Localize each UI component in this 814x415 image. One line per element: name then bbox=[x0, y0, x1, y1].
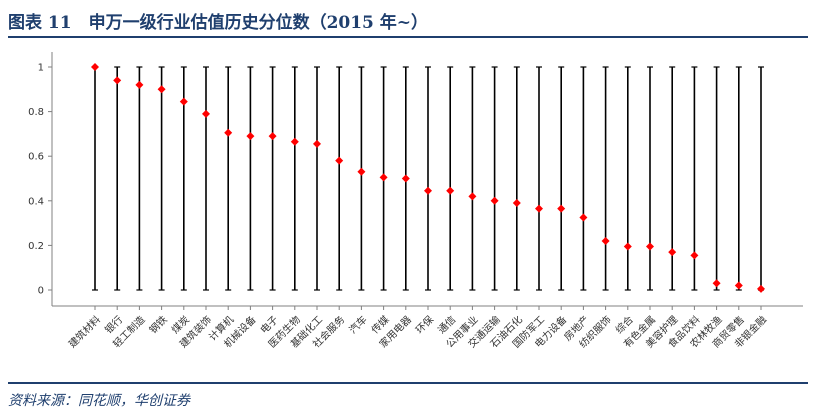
y-tick-label: 0.2 bbox=[28, 241, 44, 252]
data-marker bbox=[579, 213, 588, 222]
category-label: 钢铁 bbox=[146, 313, 169, 336]
data-marker bbox=[135, 80, 144, 89]
data-marker bbox=[446, 186, 455, 195]
y-tick-label: 0.4 bbox=[28, 196, 44, 207]
data-marker bbox=[202, 109, 210, 118]
data-marker bbox=[757, 284, 765, 293]
footer-divider bbox=[8, 382, 808, 384]
data-marker bbox=[91, 63, 99, 71]
data-marker bbox=[379, 173, 388, 182]
data-marker bbox=[157, 85, 166, 94]
data-marker bbox=[290, 137, 299, 146]
data-marker bbox=[424, 186, 432, 195]
y-tick-label: 0 bbox=[38, 286, 44, 297]
data-marker bbox=[712, 279, 721, 288]
figure-header: 图表 11 申万一级行业估值历史分位数（2015 年~） bbox=[8, 4, 808, 36]
y-tick-label: 0.6 bbox=[28, 152, 44, 163]
data-marker bbox=[490, 196, 499, 205]
data-marker bbox=[734, 281, 743, 290]
category-labels: 建筑材料 银行轻工制造 钢铁 煤炭建筑装饰计算机机械设备 电子医药生物基础化工社会服务汽… bbox=[66, 313, 769, 350]
data-marker bbox=[401, 174, 410, 183]
category-label: 建筑材料 bbox=[66, 313, 103, 350]
data-marker bbox=[512, 199, 521, 208]
data-marker bbox=[313, 139, 321, 148]
chart-axes: 0 0.2 0.4 0.6 0.8 1 bbox=[28, 52, 803, 310]
data-marker bbox=[179, 97, 188, 106]
range-lines bbox=[92, 66, 764, 291]
data-marker bbox=[535, 204, 543, 213]
data-markers bbox=[91, 63, 765, 293]
y-tick-label: 1 bbox=[38, 63, 44, 74]
data-marker bbox=[357, 167, 366, 176]
figure-title: 图表 11 申万一级行业估值历史分位数（2015 年~） bbox=[8, 13, 429, 33]
header-divider bbox=[8, 36, 808, 38]
y-tick-label: 0.8 bbox=[28, 107, 44, 118]
source-note: 资料来源：同花顺，华创证券 bbox=[8, 393, 190, 409]
data-marker bbox=[623, 242, 632, 251]
data-marker bbox=[690, 251, 699, 260]
data-marker bbox=[268, 132, 277, 141]
data-marker bbox=[668, 248, 677, 257]
data-marker bbox=[557, 204, 566, 213]
data-marker bbox=[246, 132, 255, 141]
data-marker bbox=[646, 242, 654, 251]
data-marker bbox=[468, 192, 477, 201]
category-label: 环保 bbox=[413, 313, 436, 336]
category-label: 汽车 bbox=[346, 313, 369, 336]
data-marker bbox=[224, 128, 233, 137]
data-marker bbox=[601, 236, 610, 245]
data-marker bbox=[113, 76, 122, 85]
data-marker bbox=[335, 156, 344, 165]
